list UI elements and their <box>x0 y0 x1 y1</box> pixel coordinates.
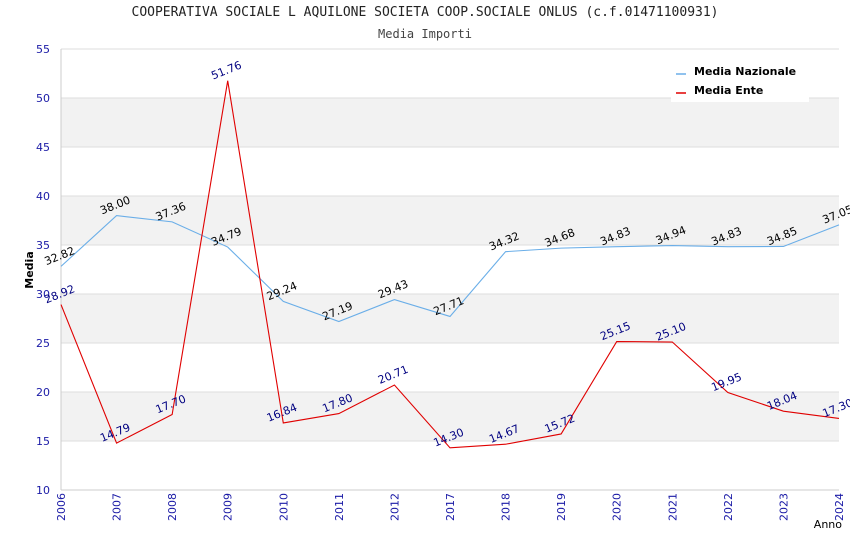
x-tick-label: 2010 <box>277 493 290 521</box>
x-tick-label: 2012 <box>388 493 401 521</box>
x-tick-label: 2024 <box>833 493 846 521</box>
x-axis-label: Anno <box>814 518 842 531</box>
gridlines <box>60 48 839 491</box>
series-line-media-nazionale <box>60 215 840 323</box>
x-tick-label: 2018 <box>500 493 513 521</box>
legend-label: Media Ente <box>694 84 763 97</box>
y-tick-label: 50 <box>36 92 50 105</box>
legend-box <box>671 60 809 102</box>
y-tick-label: 35 <box>36 239 50 252</box>
x-tick-label: 2007 <box>111 493 124 521</box>
x-tick-label: 2021 <box>666 493 679 521</box>
x-tick-label: 2011 <box>333 493 346 521</box>
x-tick-label: 2023 <box>777 493 790 521</box>
y-tick-label: 55 <box>36 43 50 56</box>
y-tick-label: 30 <box>36 288 50 301</box>
y-tick-label: 10 <box>36 484 50 497</box>
y-tick-label: 15 <box>36 435 50 448</box>
legend: Media Nazionale Media Ente <box>671 60 809 102</box>
grid-band <box>61 196 839 245</box>
x-axis-ticks: 2006 2007 2008 2009 2010 2011 2012 2017 2018 2019… <box>55 493 846 521</box>
y-tick-label: 25 <box>36 337 50 350</box>
background-bands <box>61 49 839 490</box>
series-line-media-ente <box>60 80 840 449</box>
y-axis-label: Media <box>23 251 36 288</box>
x-tick-label: 2009 <box>222 493 235 521</box>
x-tick-label: 2017 <box>444 493 457 521</box>
x-tick-label: 2019 <box>555 493 568 521</box>
y-axis-ticks: 10 15 20 25 30 35 40 45 50 55 <box>36 43 50 497</box>
x-tick-label: 2020 <box>611 493 624 521</box>
grid-band <box>61 392 839 441</box>
chart-subtitle: Media Importi <box>378 27 472 41</box>
y-tick-label: 40 <box>36 190 50 203</box>
grid-band <box>61 98 839 147</box>
y-tick-label: 45 <box>36 141 50 154</box>
x-tick-label: 2008 <box>166 493 179 521</box>
x-tick-label: 2022 <box>722 493 735 521</box>
y-tick-label: 20 <box>36 386 50 399</box>
chart-title: COOPERATIVA SOCIALE L AQUILONE SOCIETA C… <box>131 5 719 20</box>
x-tick-label: 2006 <box>55 493 68 521</box>
series-lines <box>60 80 840 449</box>
legend-label: Media Nazionale <box>694 65 796 78</box>
